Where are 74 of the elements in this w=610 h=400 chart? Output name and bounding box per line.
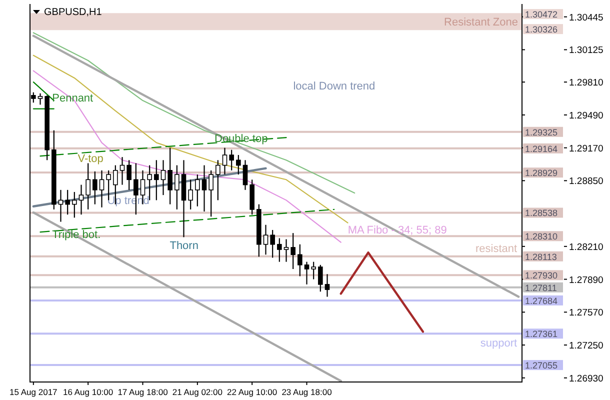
candlestick: [126, 160, 132, 190]
candlestick: [222, 147, 228, 176]
ref-line-label: 1.27811: [525, 282, 557, 293]
candlestick: [147, 164, 152, 201]
annotation: Pennant: [52, 92, 94, 104]
candlestick: [202, 164, 207, 212]
candlestick: [270, 229, 275, 258]
ref-line-label: 1.27055: [525, 360, 558, 371]
x-tick-label: 23 Aug 18:00: [282, 387, 332, 397]
y-tick-label: 1.28210: [569, 242, 604, 253]
y-tick-label: 1.27890: [569, 274, 604, 286]
annotation: local Down trend: [293, 80, 376, 93]
ref-line-label: 1.28310: [525, 232, 558, 242]
annotation: resistant: [476, 242, 518, 255]
candlestick: [38, 92, 43, 106]
x-tick-label: 15 Aug 2017: [10, 387, 58, 397]
candlestick: [86, 162, 90, 210]
band-label: Resistant Zone: [444, 16, 518, 29]
candlestick: [92, 170, 98, 205]
y-tick-label: 1.28850: [569, 176, 604, 188]
annotation: support: [480, 337, 518, 350]
x-tick-label: 16 Aug 10:00: [63, 387, 114, 397]
candlestick: [242, 160, 248, 190]
y-tick-label: 1.27570: [569, 308, 604, 319]
candlestick: [284, 238, 289, 262]
y-tick-label: 1.29170: [569, 143, 604, 154]
candlestick: [229, 149, 234, 171]
ref-line-label: 1.27684: [525, 296, 558, 306]
y-tick-label: 1.29810: [569, 78, 604, 89]
y-tick-label: 1.29490: [569, 110, 604, 122]
ref-line-label: 1.30326: [525, 24, 558, 35]
ref-line-label: 1.28113: [525, 252, 557, 262]
candlestick: [120, 156, 125, 186]
candlestick: [99, 170, 104, 208]
ref-line-label: 1.28929: [525, 168, 558, 178]
annotation: Thorn: [170, 240, 198, 252]
candlestick: [168, 147, 172, 205]
candlestick: [304, 261, 310, 285]
candlestick: [188, 179, 193, 210]
ref-line-label: 1.29164: [525, 144, 558, 154]
candlestick: [65, 189, 70, 216]
ref-line-label: 1.28538: [525, 208, 558, 218]
candlestick: [208, 170, 214, 218]
candlestick: [195, 174, 200, 207]
candlestick: [78, 184, 84, 216]
candlestick: [174, 164, 180, 210]
y-tick-label: 1.30445: [569, 12, 604, 24]
x-tick-label: 21 Aug 02:00: [172, 387, 223, 397]
candlestick: [236, 154, 241, 176]
y-tick-label: 1.27250: [569, 340, 604, 352]
candlestick: [324, 274, 330, 298]
candlestick: [216, 160, 220, 201]
y-tick-label: 1.30125: [569, 45, 604, 56]
annotation: Triple bot.: [52, 228, 101, 241]
candlestick: [318, 264, 323, 292]
candlestick: [277, 238, 282, 262]
candlestick: [290, 232, 296, 270]
candlestick: [72, 191, 77, 218]
ref-line-label: 1.29325: [525, 127, 558, 138]
candlestick: [160, 160, 166, 196]
x-tick-label: 22 Aug 10:00: [227, 387, 278, 397]
chart-title: GBPUSD,H1: [44, 7, 102, 18]
annotation: MA Fibo - 34; 55; 89: [348, 224, 447, 237]
candlestick: [154, 160, 159, 201]
y-tick-label: 1.26930: [569, 373, 604, 384]
ref-line-label: 1.27361: [525, 329, 558, 340]
candlestick: [298, 244, 302, 277]
x-tick-label: 17 Aug 18:00: [118, 387, 168, 397]
line-series: [32, 54, 348, 224]
annotation: V-top: [78, 153, 104, 166]
candlestick: [263, 224, 268, 256]
ref-line-label: 1.27930: [525, 270, 558, 281]
ref-line-label: 1.30472: [525, 10, 558, 20]
candlestick: [311, 261, 316, 280]
